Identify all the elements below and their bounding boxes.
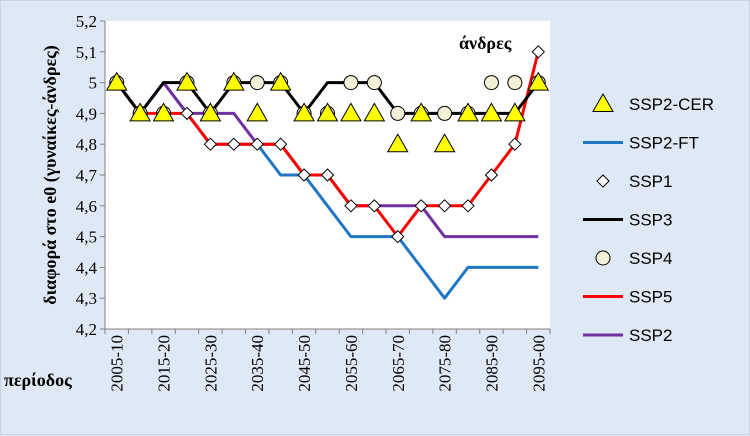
legend-swatch-ssp1 [596,174,610,188]
y-axis: 4,2 4,3 4,4 4,5 4,6 4,7 4,8 4,9 5 5,1 5,2 [76,12,106,339]
data-point-ssp1 [531,45,545,59]
x-axis: 2005-10 2015-20 2025-30 2035-40 2045-50 2055-… [104,328,551,392]
data-point-ssp4 [437,105,453,121]
series-markers [105,45,550,244]
x-tick-label: 2075-80 [436,335,455,392]
data-point-ssp4 [390,105,406,121]
y-tick-label: 5 [89,74,98,93]
legend-label-ssp2: SSP2 [629,326,672,345]
legend-swatch-ssp2-cer [592,92,614,112]
data-point-ssp1 [273,137,288,151]
data-point-ssp2-cer [433,133,456,153]
x-tick-label: 2025-30 [201,335,220,392]
data-point-ssp1 [391,229,405,244]
x-axis-title: περίοδος [4,370,72,390]
x-tick-label: 2015-20 [155,335,174,392]
data-point-ssp2-cer [457,102,479,122]
data-point-ssp2-cer [316,102,339,122]
data-point-ssp1 [414,199,428,213]
y-tick-label: 4,4 [76,258,98,277]
x-tick-label: 2045-50 [295,335,314,392]
data-point-ssp1 [227,137,241,151]
data-point-ssp1 [461,199,475,213]
data-point-ssp2-cer [527,71,550,91]
y-tick-label: 4,8 [76,135,97,154]
data-point-ssp1 [437,199,452,213]
data-point-ssp1 [180,106,194,121]
legend-swatch-ssp4 [595,250,611,266]
legend-label-ssp4: SSP4 [629,249,672,268]
data-point-ssp2-cer [480,102,503,122]
data-point-ssp2-cer [293,102,315,122]
x-tick-label: 2055-60 [342,335,361,392]
data-point-ssp4 [507,75,523,91]
y-tick-label: 4,7 [76,166,98,185]
y-axis-title: διαφορά στο e0 (γυναίκες-άνδρες) [40,45,61,305]
data-point-ssp2-cer [199,102,222,122]
y-tick-label: 4,5 [76,228,97,247]
data-point-ssp2-cer [129,102,151,122]
data-point-ssp1 [320,168,335,182]
data-point-ssp1 [297,168,311,182]
x-tick-label: 2065-70 [389,335,408,392]
data-point-ssp1 [203,137,218,151]
annotation-andres: άνδρες [459,33,512,53]
data-point-ssp2-cer [152,102,175,122]
legend-label-ssp2-cer: SSP2-CER [629,95,714,114]
data-point-ssp2-cer [176,71,198,91]
x-tick-label: 2085-90 [482,335,501,392]
legend-label-ssp1: SSP1 [629,172,672,191]
data-point-ssp2-cer [386,133,409,153]
data-point-ssp2-cer [269,71,292,91]
x-tick-label: 2005-10 [108,335,127,392]
data-point-ssp1 [508,137,522,151]
y-tick-label: 4,9 [76,104,97,123]
data-point-ssp1 [484,168,499,182]
y-tick-label: 5,2 [76,12,97,31]
data-point-ssp4 [343,75,359,91]
y-tick-label: 4,3 [76,289,97,308]
data-point-ssp2-cer [340,102,362,122]
y-tick-label: 5,1 [76,43,97,62]
data-point-ssp1 [344,199,358,213]
x-tick-label: 2095-00 [529,335,548,392]
legend-label-ssp2-ft: SSP2-FT [629,134,699,153]
data-point-ssp4 [249,75,265,91]
data-point-ssp1 [250,137,264,151]
legend-label-ssp5: SSP5 [629,288,672,307]
data-point-ssp4 [483,75,499,91]
legend-label-ssp3: SSP3 [629,211,672,230]
data-point-ssp2-cer [410,102,433,122]
data-point-ssp2-cer [105,71,128,91]
data-point-ssp2-cer [504,102,526,122]
data-point-ssp2-cer [246,102,269,122]
y-tick-label: 4,2 [76,320,97,339]
legend: SSP2-CER SSP2-FT SSP1 SSP3 SSP4 SSP5 SSP2 [583,92,714,345]
data-point-ssp4 [366,75,382,91]
x-tick-label: 2035-40 [248,335,267,392]
data-point-ssp2-cer [222,71,245,91]
data-point-ssp1 [367,199,382,213]
data-point-ssp2-cer [363,102,386,122]
y-tick-label: 4,6 [76,197,97,216]
